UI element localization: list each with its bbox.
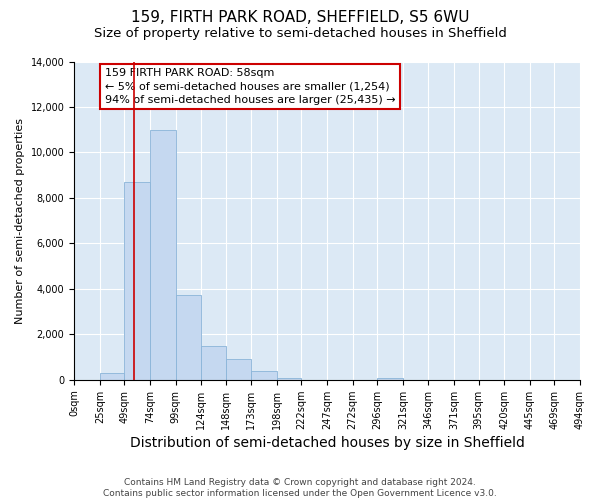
Text: 159 FIRTH PARK ROAD: 58sqm
← 5% of semi-detached houses are smaller (1,254)
94% : 159 FIRTH PARK ROAD: 58sqm ← 5% of semi-… bbox=[105, 68, 395, 104]
Bar bbox=[201, 346, 226, 380]
Bar bbox=[100, 373, 124, 380]
Bar bbox=[277, 378, 301, 380]
Text: Size of property relative to semi-detached houses in Sheffield: Size of property relative to semi-detach… bbox=[94, 28, 506, 40]
Text: 159, FIRTH PARK ROAD, SHEFFIELD, S5 6WU: 159, FIRTH PARK ROAD, SHEFFIELD, S5 6WU bbox=[131, 10, 469, 25]
X-axis label: Distribution of semi-detached houses by size in Sheffield: Distribution of semi-detached houses by … bbox=[130, 436, 524, 450]
Bar bbox=[124, 182, 150, 380]
Bar bbox=[251, 370, 277, 380]
Bar bbox=[226, 360, 251, 380]
Bar bbox=[150, 130, 176, 380]
Bar bbox=[377, 378, 403, 380]
Bar bbox=[176, 294, 201, 380]
Text: Contains HM Land Registry data © Crown copyright and database right 2024.
Contai: Contains HM Land Registry data © Crown c… bbox=[103, 478, 497, 498]
Y-axis label: Number of semi-detached properties: Number of semi-detached properties bbox=[15, 118, 25, 324]
